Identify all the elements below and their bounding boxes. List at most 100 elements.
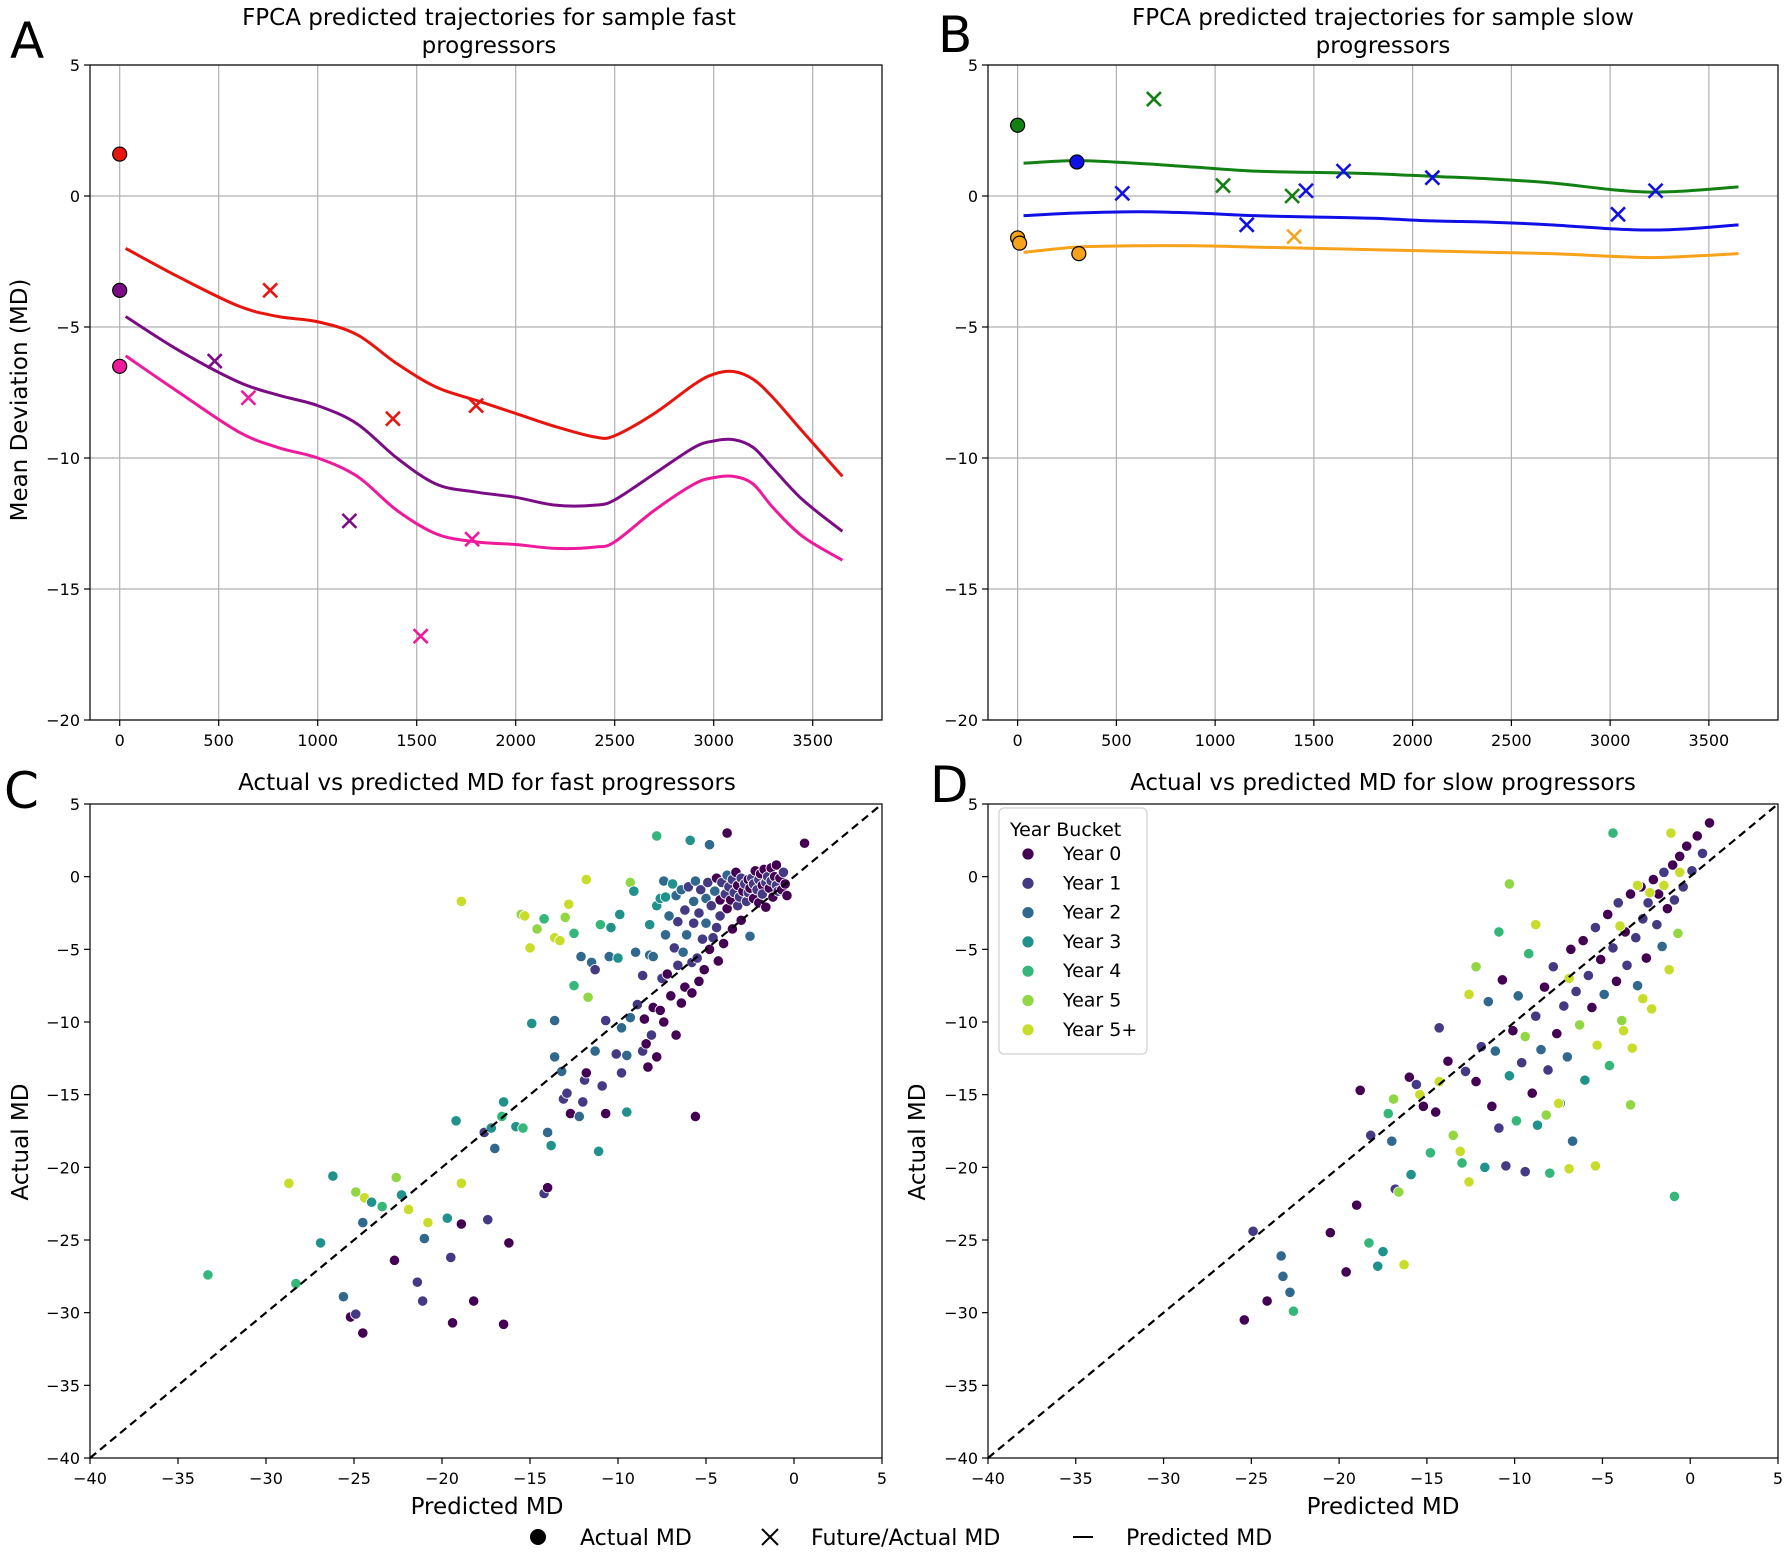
y-tick-label: −30 bbox=[944, 1304, 978, 1323]
x-tick-label: 2000 bbox=[1392, 731, 1433, 750]
scatter-point bbox=[1500, 1160, 1512, 1172]
x-tick-label: 3500 bbox=[792, 731, 833, 750]
scatter-point bbox=[1393, 1186, 1405, 1198]
y-tick-label: 0 bbox=[70, 868, 80, 887]
scatter-point bbox=[580, 1067, 592, 1079]
scatter-point bbox=[1591, 1039, 1603, 1051]
scatter-point bbox=[661, 968, 673, 980]
scatter-point bbox=[1447, 1129, 1459, 1141]
x-tick-label: −20 bbox=[425, 1469, 459, 1488]
x-tick-label: 5 bbox=[1773, 1469, 1783, 1488]
predicted-curve-orange bbox=[1023, 244, 1739, 260]
scatter-point bbox=[580, 873, 592, 886]
legend-label-actual-md: Actual MD bbox=[580, 1526, 692, 1551]
future-point-blue-stroke-2 bbox=[1424, 169, 1441, 186]
future-point-pink bbox=[412, 628, 429, 645]
y-tick-label: −5 bbox=[954, 940, 978, 959]
scatter-point bbox=[686, 987, 698, 999]
scatter-point bbox=[1351, 1199, 1363, 1211]
scatter-point bbox=[1403, 1071, 1415, 1083]
scatter-point bbox=[1463, 1176, 1475, 1188]
scatter-point bbox=[1512, 990, 1524, 1002]
y-tick-label: −15 bbox=[46, 1086, 80, 1105]
future-point-blue-stroke-2 bbox=[1610, 206, 1626, 223]
scatter-point bbox=[526, 1017, 538, 1030]
scatter-point bbox=[1482, 996, 1494, 1008]
scatter-point bbox=[1567, 1135, 1579, 1147]
scatter-point bbox=[1410, 1078, 1422, 1091]
scatter-point bbox=[327, 1170, 339, 1182]
scatter-point bbox=[777, 866, 790, 878]
future-point-blue-stroke-2 bbox=[1238, 216, 1255, 233]
y-tick-label: −20 bbox=[46, 711, 80, 730]
scatter-point bbox=[554, 935, 566, 947]
scatter-point bbox=[1607, 827, 1619, 839]
scatter-point bbox=[691, 952, 703, 964]
scatter-point bbox=[441, 1212, 453, 1224]
x-tick-label: 0 bbox=[1013, 731, 1023, 750]
scatter-point bbox=[1621, 959, 1633, 971]
x-tick-label: −25 bbox=[337, 1469, 371, 1488]
scatter-point bbox=[1382, 1107, 1394, 1120]
y-tick-label: −15 bbox=[944, 1086, 978, 1105]
predicted-curve-blue bbox=[1023, 210, 1739, 232]
scatter-point bbox=[666, 878, 679, 890]
scatter-point bbox=[1526, 1087, 1538, 1099]
scatter-point bbox=[642, 1061, 654, 1073]
scatter-point bbox=[1284, 1286, 1296, 1298]
future-point-purple bbox=[206, 353, 223, 369]
x-tick-label: 5 bbox=[877, 1469, 887, 1488]
scatter-point bbox=[1507, 1025, 1519, 1037]
scatter-point bbox=[1544, 1167, 1556, 1179]
y-tick-label: −20 bbox=[944, 1158, 978, 1177]
scatter-point bbox=[202, 1269, 214, 1281]
y-tick-label: −25 bbox=[46, 1231, 80, 1250]
scatter-point bbox=[1493, 1122, 1505, 1134]
scatter-point bbox=[1547, 961, 1559, 973]
panel-c-plot: −40 −35 −30 −25 −20 −15 −10 −5 0 5 −40 −35 −30 −25 −20… bbox=[46, 795, 887, 1488]
scatter-point bbox=[703, 839, 716, 851]
scatter-point bbox=[568, 980, 580, 992]
scatter-point bbox=[1386, 1135, 1398, 1147]
scatter-point bbox=[418, 1232, 430, 1245]
y-tick-label: −40 bbox=[46, 1449, 80, 1468]
scatter-point bbox=[594, 919, 607, 931]
scatter-point bbox=[568, 927, 580, 939]
x-tick-label: −15 bbox=[1410, 1469, 1444, 1488]
scatter-point bbox=[365, 1196, 378, 1208]
panel-a-title-line2: progressors bbox=[422, 33, 557, 59]
future-point-red bbox=[468, 397, 485, 414]
scatter-point bbox=[455, 895, 467, 907]
scatter-point bbox=[1651, 919, 1663, 931]
scatter-point bbox=[1417, 1100, 1429, 1112]
scatter-point bbox=[1624, 888, 1637, 900]
scatter-point bbox=[688, 917, 700, 929]
panel-d-frame bbox=[987, 803, 1779, 1459]
scatter-point bbox=[640, 1038, 652, 1050]
scatter-point bbox=[1674, 866, 1686, 878]
future-point-red-stroke-2 bbox=[262, 282, 279, 299]
y-tick-label: −35 bbox=[944, 1376, 978, 1395]
year-bucket-legend: Year Bucket Year 0 Year 1 Year 2 Year 3 Year… bbox=[998, 807, 1148, 1055]
scatter-point bbox=[283, 1177, 295, 1189]
scatter-point bbox=[710, 921, 723, 934]
legend-title: Year Bucket bbox=[1009, 819, 1121, 841]
scatter-point bbox=[1475, 1041, 1487, 1053]
scatter-point bbox=[689, 875, 702, 887]
scatter-point bbox=[1610, 975, 1623, 987]
scatter-point bbox=[1433, 1022, 1445, 1034]
y-tick-label: −30 bbox=[46, 1304, 80, 1323]
scatter-point bbox=[496, 1110, 508, 1123]
panel-d-plot: −40 −35 −30 −25 −20 −15 −10 −5 0 5 −40 −35 −30 −25 −20… bbox=[944, 795, 1783, 1488]
x-tick-label: −15 bbox=[513, 1469, 547, 1488]
scatter-point bbox=[1519, 1166, 1531, 1178]
scatter-point bbox=[1577, 935, 1589, 947]
panel-letter-b: B bbox=[938, 6, 972, 64]
scatter-point bbox=[798, 837, 811, 849]
scatter-point bbox=[1519, 1030, 1531, 1043]
scatter-point bbox=[717, 937, 730, 950]
scatter-point bbox=[1617, 1025, 1630, 1037]
scatter-point bbox=[663, 910, 675, 922]
scatter-point bbox=[455, 1177, 467, 1189]
predicted-curve-green bbox=[1023, 159, 1739, 194]
